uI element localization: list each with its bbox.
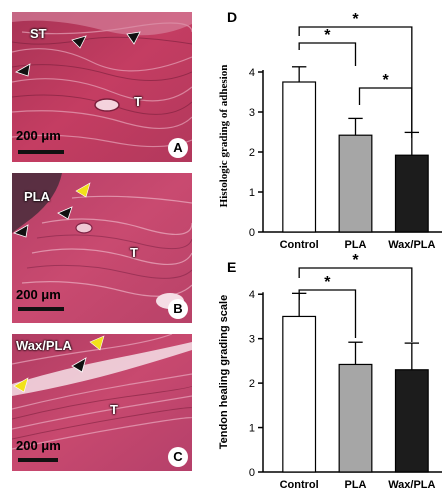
yellow-arrowhead bbox=[13, 377, 29, 393]
micrograph-panel-b: PLA T 200 μm B bbox=[12, 173, 192, 323]
micrograph-image-a bbox=[12, 12, 192, 162]
significance-star: * bbox=[383, 72, 390, 89]
tissue-label-pla: PLA bbox=[24, 189, 50, 204]
panel-letter-b: B bbox=[168, 299, 188, 319]
y-tick-label: 2 bbox=[249, 378, 255, 390]
bar bbox=[338, 134, 373, 233]
y-tick-label: 0 bbox=[249, 227, 255, 239]
yellow-arrowhead bbox=[89, 335, 105, 351]
tissue-label-st: ST bbox=[30, 26, 47, 41]
micrograph-panel-c: Wax/PLA T 200 μm C bbox=[12, 334, 192, 471]
significance-star: * bbox=[352, 11, 359, 28]
black-arrowhead bbox=[13, 224, 29, 238]
y-tick-label: 4 bbox=[249, 67, 255, 79]
black-arrowhead bbox=[15, 63, 31, 77]
tissue-label-t: T bbox=[110, 402, 118, 417]
y-axis-label: Tendon healing grading scale bbox=[218, 295, 230, 449]
significance-star: * bbox=[324, 27, 331, 44]
y-tick-label: 4 bbox=[249, 289, 255, 301]
y-tick-label: 3 bbox=[249, 107, 255, 119]
chart-d: D 0 1 2 3 4 Histologic grading of adhesion Cont… bbox=[210, 0, 447, 250]
x-tick-label: Control bbox=[280, 239, 319, 250]
y-tick-label: 1 bbox=[249, 423, 255, 435]
y-tick-label: 0 bbox=[249, 467, 255, 479]
y-tick-label: 2 bbox=[249, 147, 255, 159]
chart-e-svg: E 0 1 2 3 4 Tendon healing grading scale Contro… bbox=[218, 252, 442, 491]
x-tick-label: PLA bbox=[345, 239, 367, 250]
scale-bar-label: 200 μm bbox=[16, 438, 61, 453]
chart-d-svg: D 0 1 2 3 4 Histologic grading of adhesion Cont… bbox=[218, 9, 442, 250]
yellow-arrowhead bbox=[75, 182, 91, 198]
bar bbox=[282, 315, 317, 473]
significance-star: * bbox=[324, 274, 331, 291]
significance-bracket bbox=[298, 26, 413, 138]
tissue-label-wax-pla: Wax/PLA bbox=[16, 338, 72, 353]
scale-bar bbox=[18, 150, 64, 154]
scale-bar-label: 200 μm bbox=[16, 287, 61, 302]
chart-e: E 0 1 2 3 4 Tendon healing grading scale Contro… bbox=[210, 250, 447, 495]
arrowheads-a bbox=[15, 31, 141, 154]
black-arrowhead bbox=[71, 35, 87, 49]
arrowheads-c bbox=[13, 335, 105, 462]
x-tick-label: PLA bbox=[345, 479, 367, 491]
y-tick-label: 1 bbox=[249, 187, 255, 199]
x-tick-label: Control bbox=[280, 479, 319, 491]
bar bbox=[282, 81, 317, 233]
micrograph-panel-a: ST T 200 μm A bbox=[12, 12, 192, 162]
significance-bracket bbox=[298, 267, 413, 342]
black-arrowhead bbox=[71, 357, 87, 373]
micrograph-image-c bbox=[12, 334, 192, 471]
significance-bracket bbox=[298, 42, 357, 66]
bar bbox=[338, 363, 373, 473]
panel-letter: E bbox=[227, 259, 236, 275]
y-axis-label: Histologic grading of adhesion bbox=[218, 65, 230, 208]
y-tick-label: 3 bbox=[249, 334, 255, 346]
panel-letter-a: A bbox=[168, 138, 188, 158]
tissue-label-t: T bbox=[130, 245, 138, 260]
x-tick-label: Wax/PLA bbox=[388, 479, 435, 491]
bar bbox=[394, 369, 429, 473]
bar bbox=[394, 154, 429, 233]
panel-letter-c: C bbox=[168, 447, 188, 467]
significance-star: * bbox=[352, 252, 359, 269]
significance-bracket bbox=[298, 289, 357, 338]
tissue-label-t: T bbox=[134, 94, 142, 109]
arrowheads-b bbox=[13, 182, 91, 311]
scale-bar-label: 200 μm bbox=[16, 128, 61, 143]
x-tick-label: Wax/PLA bbox=[388, 239, 435, 250]
black-arrowhead bbox=[57, 206, 73, 220]
scale-bar bbox=[18, 458, 58, 462]
scale-bar bbox=[18, 307, 64, 311]
significance-bracket bbox=[358, 87, 413, 135]
black-arrowhead bbox=[126, 31, 141, 45]
panel-letter: D bbox=[227, 9, 237, 25]
